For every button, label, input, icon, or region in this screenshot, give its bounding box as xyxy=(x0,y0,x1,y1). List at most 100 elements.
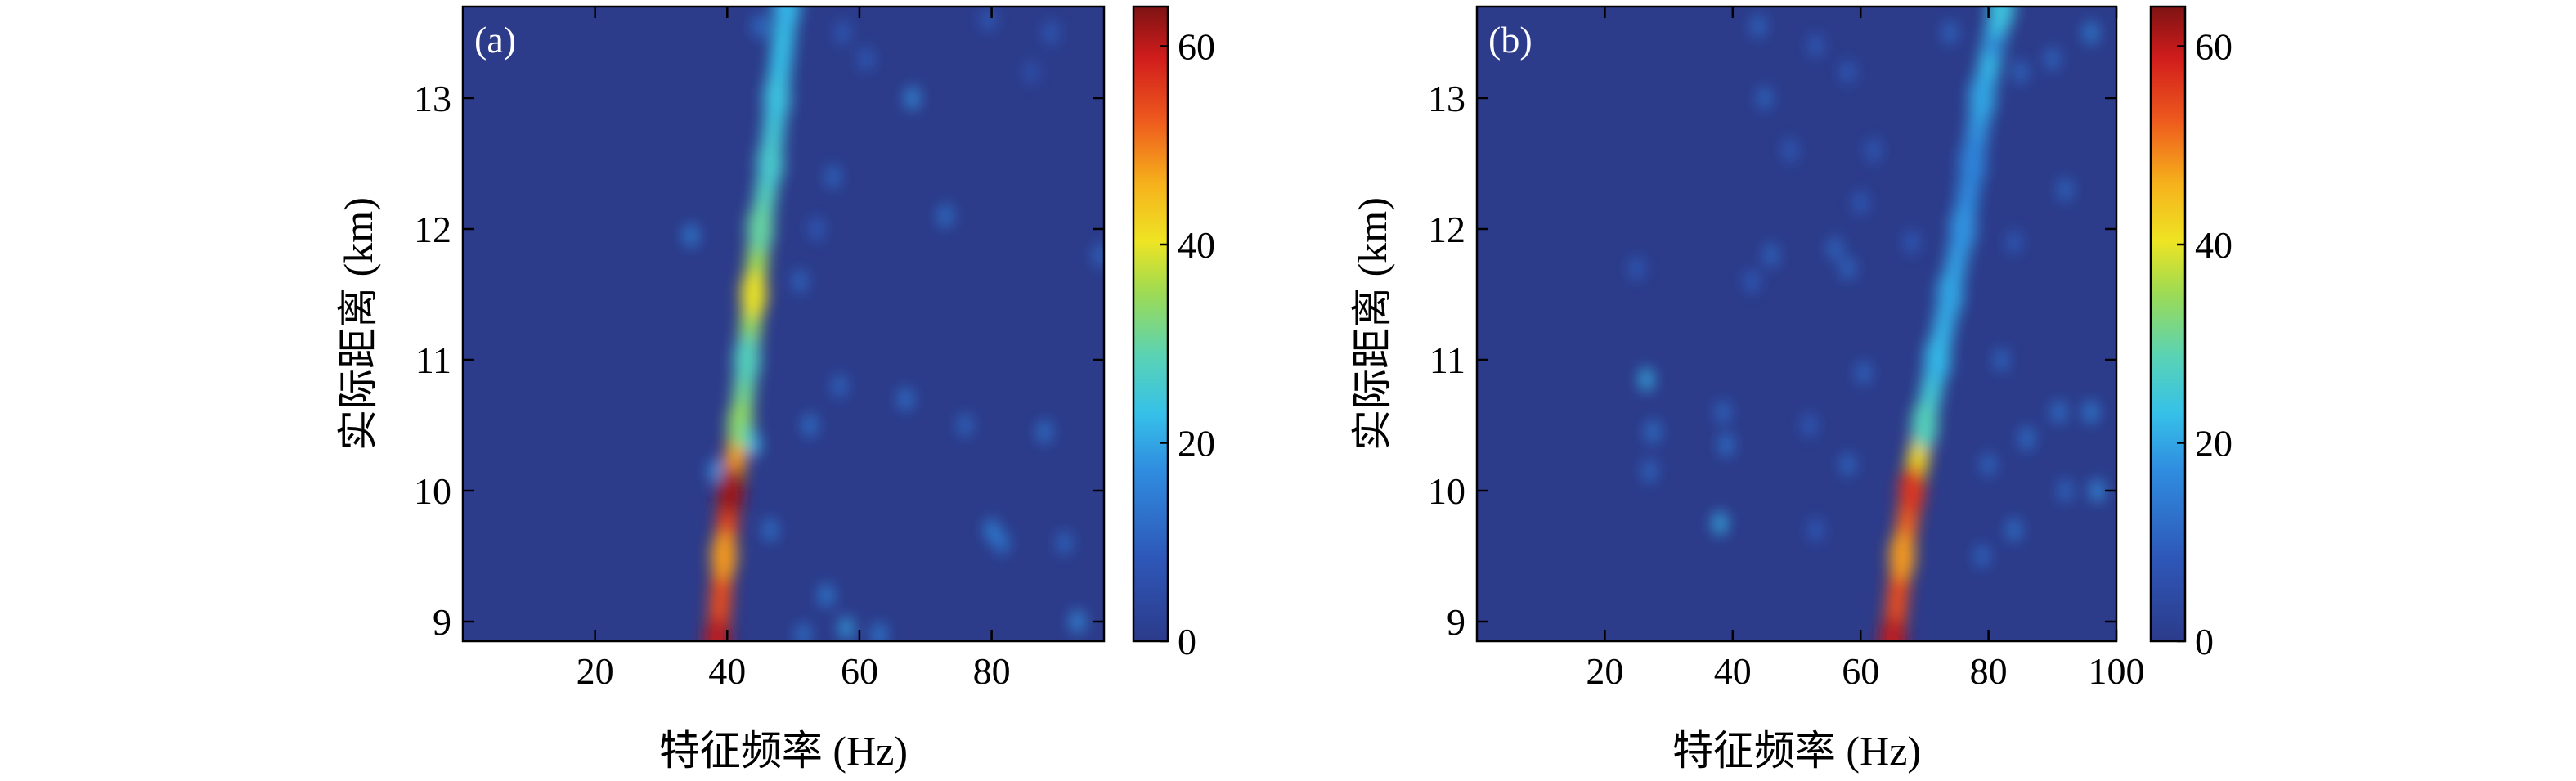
y-tick-label: 10 xyxy=(414,470,451,512)
ridge-point xyxy=(734,335,761,384)
ridge-point xyxy=(1889,532,1916,581)
heat-spot xyxy=(2058,178,2072,201)
heat-spot xyxy=(1752,15,1766,38)
heat-spot xyxy=(832,375,846,397)
colorbar-tick-label: 0 xyxy=(2195,621,2214,662)
colorbar-tick-label: 40 xyxy=(2195,224,2233,266)
heat-spot xyxy=(2052,401,2066,424)
ridge-point xyxy=(1911,401,1938,450)
heat-spot xyxy=(1630,257,1644,280)
heat-spot xyxy=(1841,257,1855,280)
x-tick-label: 40 xyxy=(1714,650,1752,692)
heatmap-panel-a: 20 40 60 80 9 10 11 12 13 (a) 特征频率 (Hz) 实际距离 (k… xyxy=(335,5,1106,774)
heat-spot xyxy=(2084,401,2098,424)
heat-spot xyxy=(873,623,886,641)
plot-frame-b xyxy=(1475,5,2118,643)
heat-spot xyxy=(1643,460,1657,483)
heat-spot xyxy=(797,623,810,641)
colorbar-tick-label: 40 xyxy=(1178,224,1215,266)
heat-spot xyxy=(1713,512,1727,535)
ridge-point xyxy=(763,74,790,123)
heat-spot xyxy=(1841,453,1855,476)
heat-spot xyxy=(826,165,840,188)
heat-spot xyxy=(1995,348,2008,371)
x-axis-b: 20 40 60 80 100 xyxy=(1586,7,2145,692)
heat-spot xyxy=(985,518,999,541)
ridge-point xyxy=(1924,335,1951,384)
ridge-point xyxy=(1898,466,1925,515)
heat-spot xyxy=(2090,479,2104,502)
colorbar-tick-label: 0 xyxy=(1178,621,1196,662)
heat-spot xyxy=(2084,21,2098,44)
heat-spot xyxy=(684,224,698,247)
y-tick-label: 13 xyxy=(1428,78,1465,119)
ridge-point xyxy=(1936,270,1963,319)
y-tick-label: 11 xyxy=(415,339,451,381)
heat-spot xyxy=(1070,610,1084,633)
ridge-point xyxy=(1950,204,1977,254)
heat-spot xyxy=(981,8,995,31)
heat-spot xyxy=(1764,244,1778,267)
heat-spot xyxy=(810,218,824,240)
heat-spot xyxy=(1854,191,1868,214)
x-tick-label: 80 xyxy=(973,650,1011,692)
heat-spot xyxy=(1025,61,1039,83)
heat-spot xyxy=(819,584,833,607)
heat-spot xyxy=(753,15,767,38)
heat-spot xyxy=(1044,21,1058,44)
ridge-point xyxy=(747,204,774,254)
colorbar-b: 0 20 40 60 xyxy=(2149,5,2233,662)
y-axis-label-a: 实际距离 (km) xyxy=(335,197,381,451)
heat-spot xyxy=(2045,47,2059,70)
heat-spot xyxy=(1828,237,1842,260)
ridge-point xyxy=(711,532,738,581)
ridge-point xyxy=(774,7,801,31)
heat-spot xyxy=(1757,87,1771,110)
heat-spot xyxy=(1857,361,1871,384)
heat-spot xyxy=(1093,244,1104,267)
x-tick-label: 20 xyxy=(577,650,614,692)
heat-spot xyxy=(905,87,919,110)
colorbar-a-gradient xyxy=(1132,5,1169,643)
heat-spot xyxy=(803,414,817,437)
heat-spot xyxy=(1809,34,1823,57)
heat-spot xyxy=(2058,479,2072,502)
heat-spot xyxy=(1905,231,1919,254)
heat-spot xyxy=(763,518,777,541)
heat-spot xyxy=(1057,532,1071,554)
ridge-point xyxy=(1959,139,1986,188)
plot-frame-a xyxy=(461,5,1106,643)
ridge-point xyxy=(704,617,731,641)
heat-spot xyxy=(899,388,913,411)
colorbar-a: 0 20 40 60 xyxy=(1132,5,1215,662)
y-tick-label: 9 xyxy=(1447,601,1465,643)
heat-spot xyxy=(1745,270,1759,293)
plot-area-b xyxy=(1477,7,2116,641)
colorbar-tick-label: 60 xyxy=(2195,26,2233,68)
panel-label-a: (a) xyxy=(474,19,516,61)
x-tick-label: 80 xyxy=(1970,650,2008,692)
heat-spot xyxy=(1943,21,1957,44)
colorbar-a-ticks: 0 20 40 60 xyxy=(1160,26,1215,662)
heat-spot xyxy=(836,21,850,44)
colorbar-tick-label: 60 xyxy=(1178,26,1215,68)
x-tick-label: 100 xyxy=(2089,650,2145,692)
heat-spot xyxy=(958,414,972,437)
heat-spot xyxy=(747,433,761,456)
x-tick-label: 60 xyxy=(1842,650,1879,692)
heat-spot xyxy=(2020,427,2034,450)
y-tick-label: 12 xyxy=(1428,209,1465,250)
y-axis-b: 9 10 11 12 13 xyxy=(1428,78,2116,643)
x-axis-label-b: 特征频率 (Hz) xyxy=(1672,728,1921,774)
ridge-point xyxy=(1988,7,2015,31)
ridge-point xyxy=(1879,617,1906,641)
ridge-point xyxy=(756,139,783,188)
y-tick-label: 13 xyxy=(414,78,451,119)
heat-spot xyxy=(1717,401,1730,424)
heat-spot xyxy=(1719,433,1733,456)
y-axis-a: 9 10 11 12 13 xyxy=(414,78,1104,643)
heat-spot xyxy=(939,204,953,227)
heat-spot xyxy=(708,460,722,483)
heat-spot xyxy=(859,47,873,70)
y-tick-label: 10 xyxy=(1428,470,1465,512)
